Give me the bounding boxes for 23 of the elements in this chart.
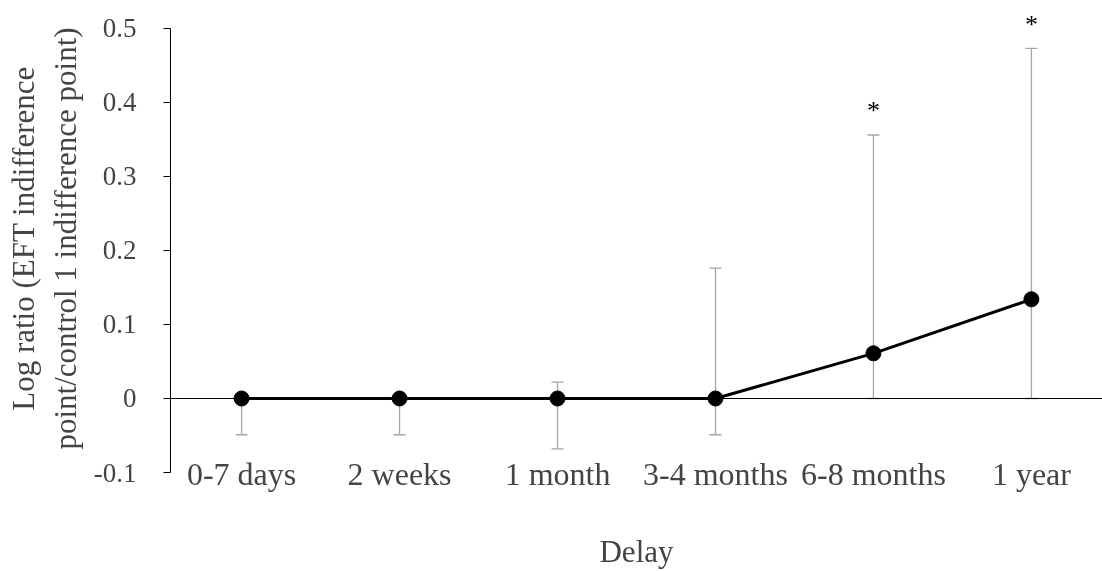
y-tick-label: 0.4 [102, 87, 137, 118]
point [391, 390, 408, 407]
point [549, 390, 566, 407]
y-tick-label: 0 [123, 383, 137, 414]
annotation: * [866, 96, 880, 126]
annotation: * [1024, 9, 1038, 39]
point [1023, 291, 1040, 308]
y-tick-label: 0.5 [102, 13, 137, 44]
x-tick-label: 2 weeks [347, 455, 452, 492]
y-tick-label: -0.1 [93, 457, 137, 488]
point [865, 345, 882, 362]
y-tick-label: 0.3 [102, 161, 137, 192]
y-tick-label: 0.1 [102, 309, 137, 340]
x-tick-label: 0-7 days [186, 455, 297, 492]
point [707, 390, 724, 407]
x-axis-title: Delay [599, 533, 675, 569]
x-tick-label: 3-4 months [643, 455, 788, 492]
y-axis-title: Log ratio (EFT indifference point/control 1 indifference point) [5, 27, 83, 450]
point [233, 390, 250, 407]
x-tick-label: 1 month [504, 455, 611, 492]
x-tick-label: 1 year [991, 455, 1072, 492]
y-tick-label: 0.2 [102, 235, 137, 266]
x-tick-label: 6-8 months [801, 455, 946, 492]
